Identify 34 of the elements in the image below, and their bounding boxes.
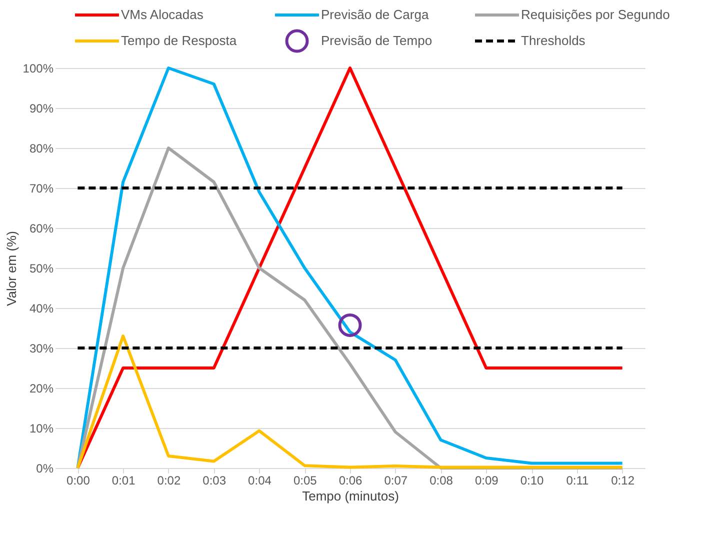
x-tick-label: 0:04: [248, 474, 272, 488]
x-tick-label: 0:11: [566, 474, 589, 488]
legend-label: Tempo de Resposta: [121, 33, 238, 48]
x-tick-label: 0:00: [66, 474, 90, 488]
x-tick-label: 0:03: [202, 474, 226, 488]
legend-label: Previsão de Carga: [321, 7, 430, 22]
y-tick-label: 0%: [36, 462, 54, 476]
x-tick-label: 0:02: [157, 474, 181, 488]
x-tick-label: 0:01: [112, 474, 136, 488]
y-tick-label: 60%: [29, 222, 54, 236]
x-tick-label: 0:10: [520, 474, 544, 488]
x-tick-label: 0:07: [384, 474, 408, 488]
y-tick-label: 40%: [29, 302, 54, 316]
y-tick-label: 100%: [22, 62, 54, 76]
y-tick-label: 70%: [29, 182, 54, 196]
x-tick-label: 0:06: [338, 474, 362, 488]
legend-label: Thresholds: [521, 33, 586, 48]
legend-label: Requisições por Segundo: [521, 7, 670, 22]
y-tick-label: 20%: [29, 382, 54, 396]
line-series: [76, 334, 624, 470]
y-tick-label: 10%: [29, 422, 54, 436]
y-tick-label: 80%: [29, 142, 54, 156]
y-tick-label: 90%: [29, 102, 54, 116]
y-tick-label: 30%: [29, 342, 54, 356]
x-tick-label: 0:09: [474, 474, 499, 488]
x-tick-label: 0:05: [293, 474, 318, 488]
x-axis-title: Tempo (minutos): [302, 488, 399, 504]
y-tick-label: 50%: [29, 262, 54, 276]
legend-label: VMs Alocadas: [121, 7, 204, 22]
y-axis-title: Valor em (%): [4, 231, 19, 306]
legend-label: Previsão de Tempo: [321, 33, 432, 48]
x-tick-label: 0:08: [430, 474, 454, 488]
line-series: [76, 66, 624, 470]
x-tick-label: 0:12: [611, 474, 635, 488]
